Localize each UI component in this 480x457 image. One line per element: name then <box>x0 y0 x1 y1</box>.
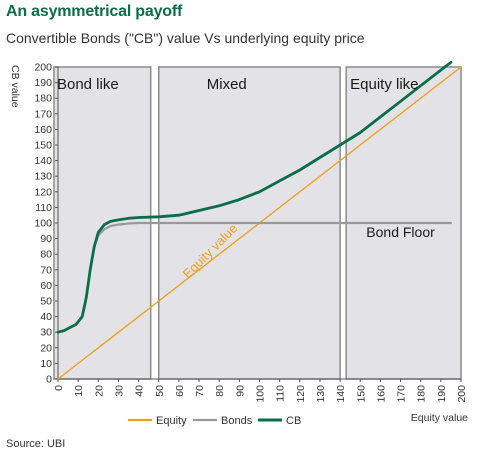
x-tick-label: 170 <box>396 385 408 403</box>
x-tick-label: 190 <box>436 385 448 403</box>
y-tick-label: 60 <box>40 280 52 292</box>
x-tick-label: 150 <box>355 385 367 403</box>
source-note: Source: UBI <box>6 438 66 450</box>
x-tick-label: 130 <box>315 385 327 403</box>
legend-label-cb: CB <box>286 415 301 427</box>
y-tick-label: 190 <box>34 77 52 89</box>
y-tick-label: 140 <box>34 155 52 167</box>
x-tick-label: 50 <box>154 385 166 397</box>
y-tick-label: 50 <box>40 296 52 308</box>
y-tick-label: 30 <box>40 327 52 339</box>
x-tick-label: 10 <box>73 385 85 397</box>
y-tick-label: 20 <box>40 342 52 354</box>
y-tick-label: 170 <box>34 108 52 120</box>
x-tick-label: 110 <box>275 385 287 402</box>
y-tick-label: 160 <box>34 124 52 136</box>
y-tick-label: 200 <box>34 62 52 74</box>
x-tick-label: 70 <box>194 385 206 397</box>
bond-floor-annotation: Bond Floor <box>366 224 435 240</box>
x-tick-label: 100 <box>255 385 267 403</box>
y-tick-label: 180 <box>34 93 52 105</box>
y-tick-label: 10 <box>40 358 52 370</box>
region-label-bond-like: Bond like <box>57 76 119 93</box>
x-axis-title: Equity value <box>411 412 468 424</box>
series-layer <box>56 60 462 380</box>
y-tick-label: 150 <box>34 140 52 152</box>
y-tick-label: 40 <box>40 311 52 323</box>
y-axis-title: CB value <box>9 65 21 108</box>
axes-layer: 0102030405060708090100110120130140150160… <box>9 62 468 425</box>
y-tick-label: 90 <box>40 233 52 245</box>
x-tick-label: 80 <box>214 385 226 397</box>
y-tick-label: 0 <box>46 374 52 386</box>
legend-label-equity: Equity <box>156 415 187 427</box>
page-title: An asymmetrical payoff <box>6 3 183 20</box>
y-tick-label: 70 <box>40 264 52 276</box>
x-tick-label: 140 <box>335 385 347 403</box>
y-tick-label: 100 <box>34 218 52 230</box>
x-tick-label: 20 <box>93 385 105 397</box>
x-tick-label: 200 <box>456 385 468 403</box>
legend: Equity Bonds CB <box>128 415 301 427</box>
y-tick-label: 80 <box>40 249 52 261</box>
y-tick-label: 120 <box>34 186 52 198</box>
region-label-equity-like: Equity like <box>350 76 418 93</box>
legend-label-bonds: Bonds <box>221 415 253 427</box>
x-tick-label: 120 <box>295 385 307 403</box>
x-tick-label: 60 <box>174 385 186 397</box>
x-tick-label: 180 <box>416 385 428 403</box>
y-tick-label: 110 <box>35 202 52 214</box>
x-tick-label: 90 <box>234 385 246 397</box>
x-tick-label: 160 <box>375 385 387 403</box>
y-tick-label: 130 <box>34 171 52 183</box>
x-tick-label: 0 <box>53 385 65 391</box>
chart-subtitle: Convertible Bonds ("CB") value Vs underl… <box>6 30 365 46</box>
x-tick-label: 30 <box>113 385 125 397</box>
region-label-mixed: Mixed <box>207 76 247 93</box>
x-tick-label: 40 <box>134 385 146 397</box>
series-line-cb <box>56 60 453 334</box>
